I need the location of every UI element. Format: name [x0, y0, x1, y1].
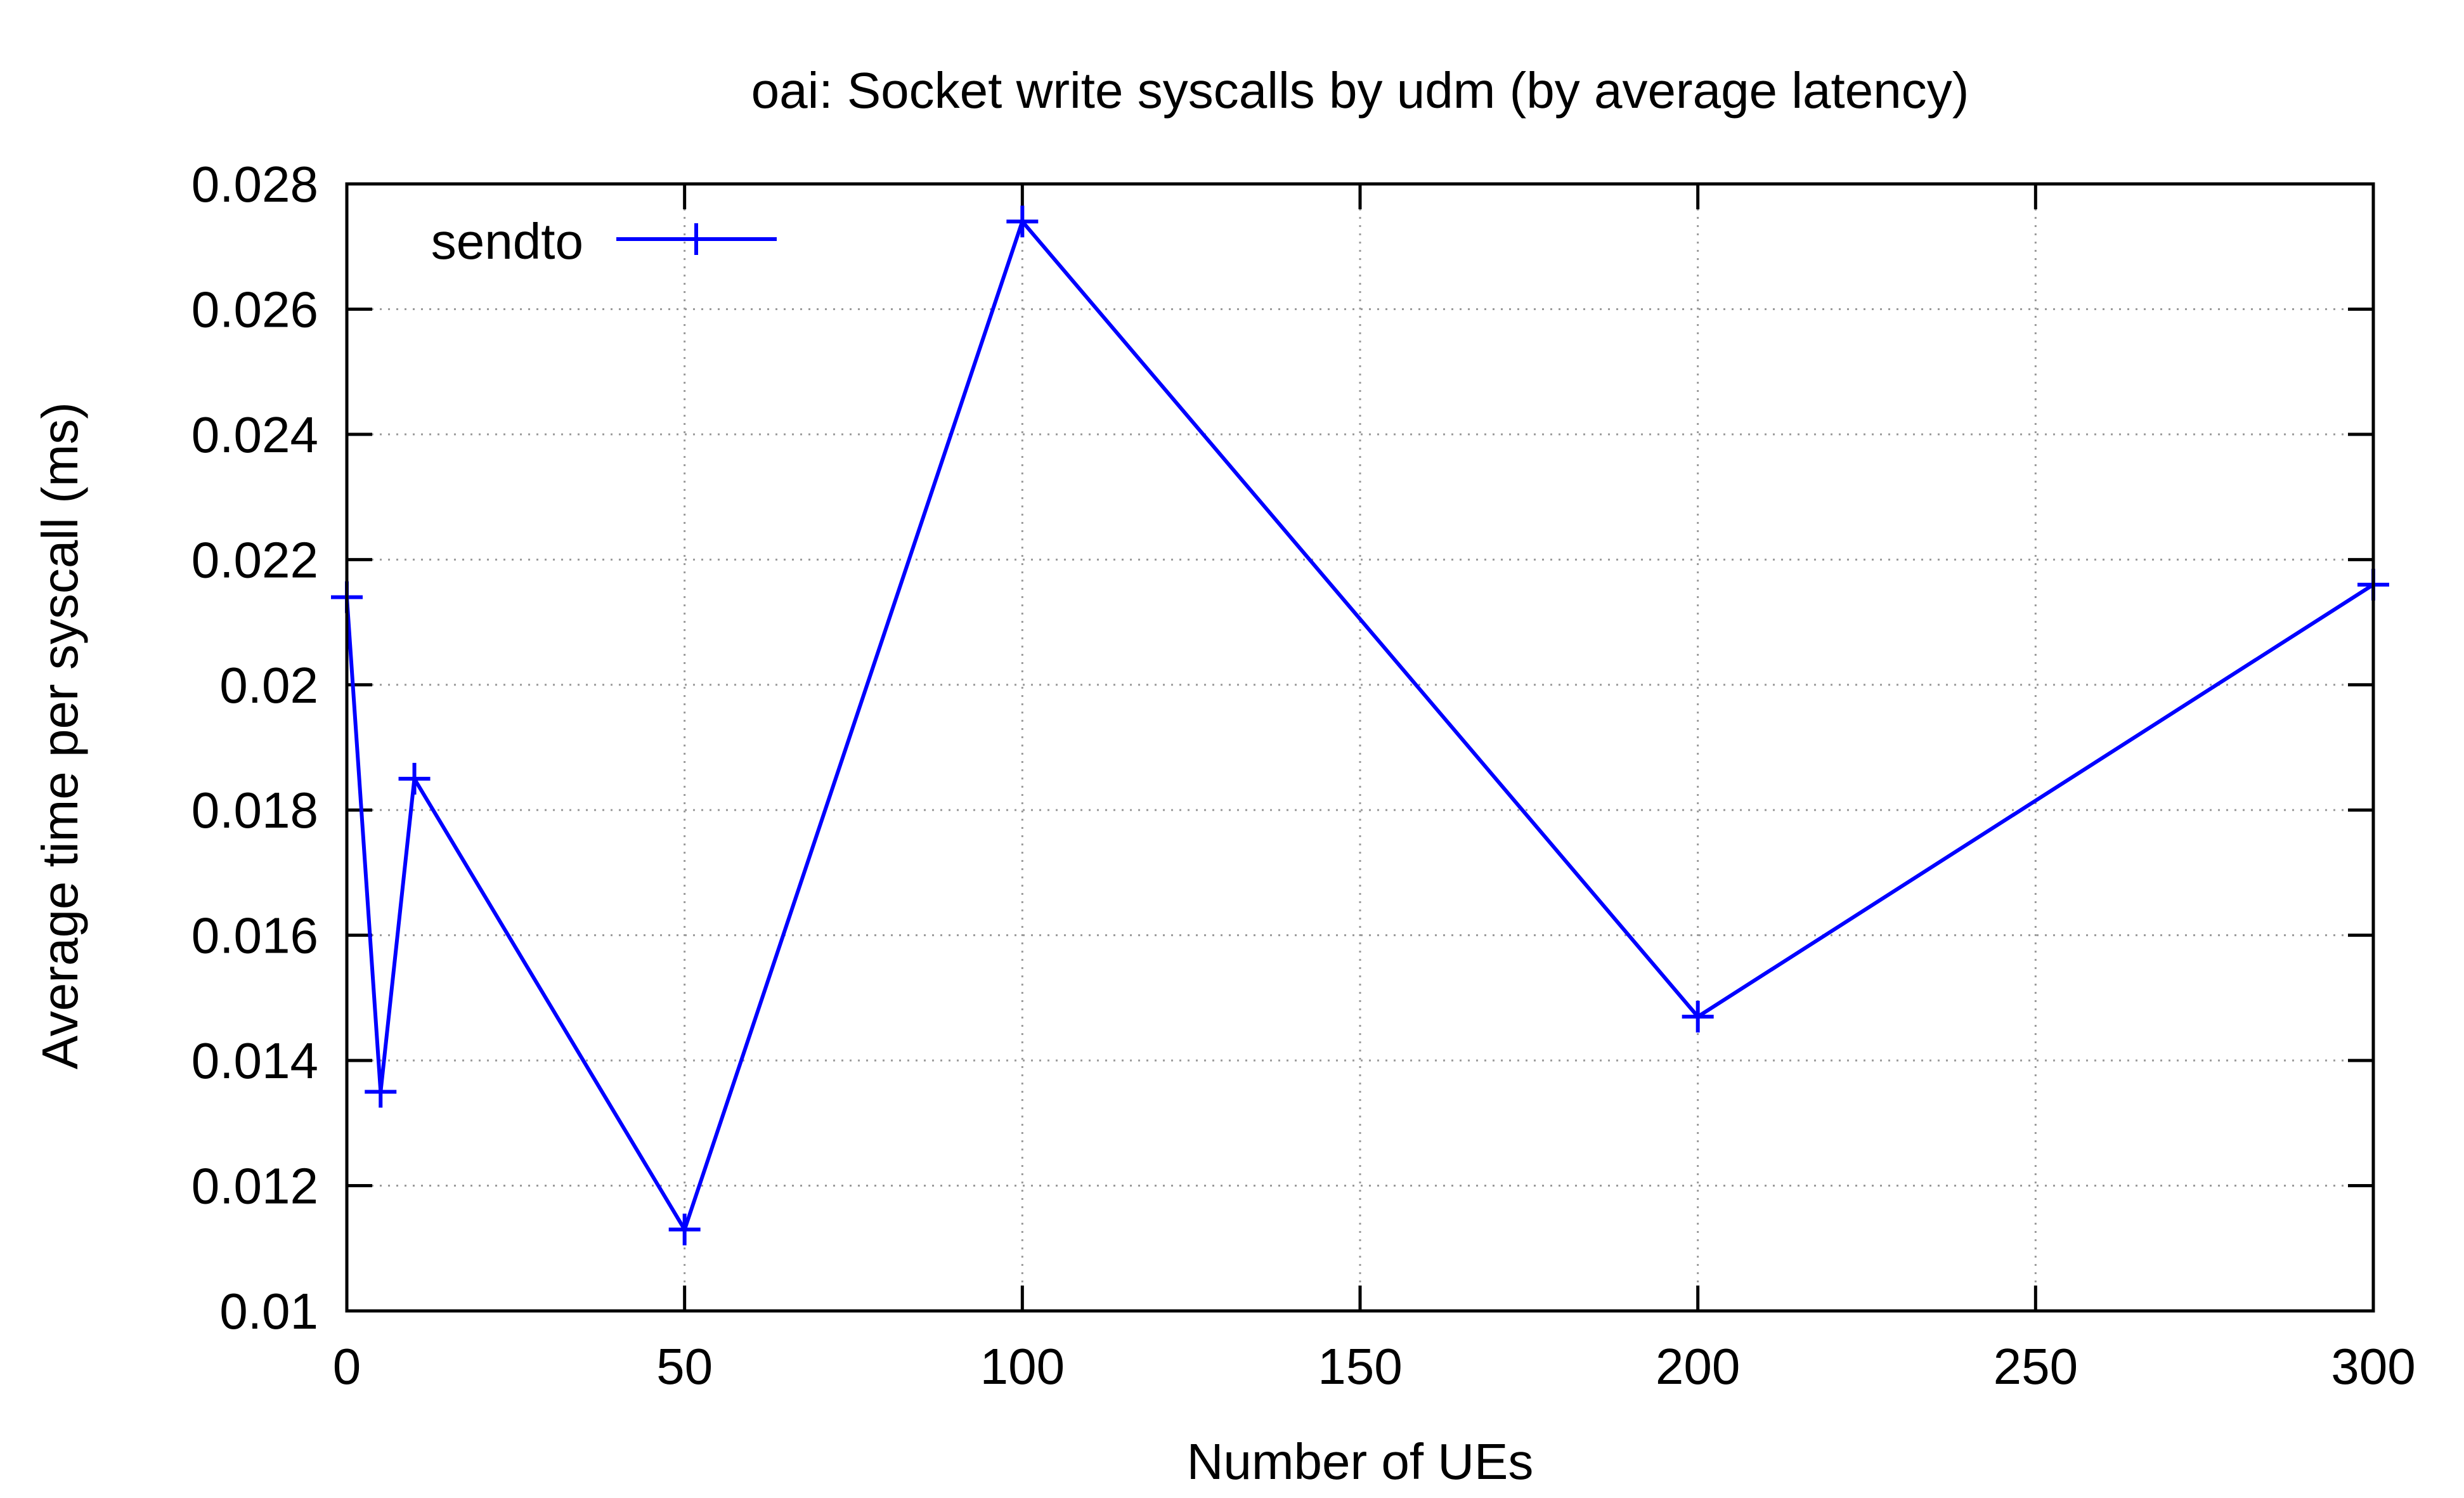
y-tick-label: 0.01: [219, 1283, 318, 1339]
y-tick-label: 0.024: [191, 407, 318, 463]
x-tick-label: 150: [1318, 1338, 1402, 1395]
x-tick-label: 300: [2331, 1338, 2415, 1395]
x-tick-label: 100: [980, 1338, 1065, 1395]
y-tick-label: 0.02: [219, 657, 318, 713]
x-tick-labels: 0 50 100 150 200 250 300: [333, 1338, 2416, 1395]
legend: sendto: [431, 213, 777, 270]
y-tick-label: 0.028: [191, 156, 318, 212]
y-tick-labels: 0.01 0.012 0.014 0.016 0.018 0.02 0.022 0.024 0.…: [191, 156, 318, 1339]
y-tick-label: 0.012: [191, 1158, 318, 1215]
data-point-marker: [398, 762, 431, 795]
y-tick-label: 0.014: [191, 1032, 318, 1089]
y-axis-label: Average time per syscall (ms): [32, 402, 88, 1069]
data-point-marker: [1006, 205, 1039, 238]
legend-marker-sendto: [680, 223, 712, 255]
chart-title: oai: Socket write syscalls by udm (by av…: [751, 62, 1969, 119]
legend-label-sendto: sendto: [431, 213, 583, 270]
y-tick-label: 0.016: [191, 908, 318, 964]
x-axis-label: Number of UEs: [1187, 1433, 1534, 1490]
y-tick-label: 0.018: [191, 782, 318, 838]
data-point-marker: [365, 1076, 397, 1108]
x-tick-label: 200: [1656, 1338, 1740, 1395]
plot-frame: [345, 182, 2375, 1313]
data-point-marker: [668, 1213, 701, 1246]
x-tick-label: 0: [333, 1338, 361, 1395]
y-tick-label: 0.026: [191, 281, 318, 337]
data-point-marker: [1682, 1001, 1714, 1033]
y-tick-label: 0.022: [191, 531, 318, 588]
x-tick-label: 50: [656, 1338, 713, 1395]
x-tick-label: 250: [1994, 1338, 2078, 1395]
